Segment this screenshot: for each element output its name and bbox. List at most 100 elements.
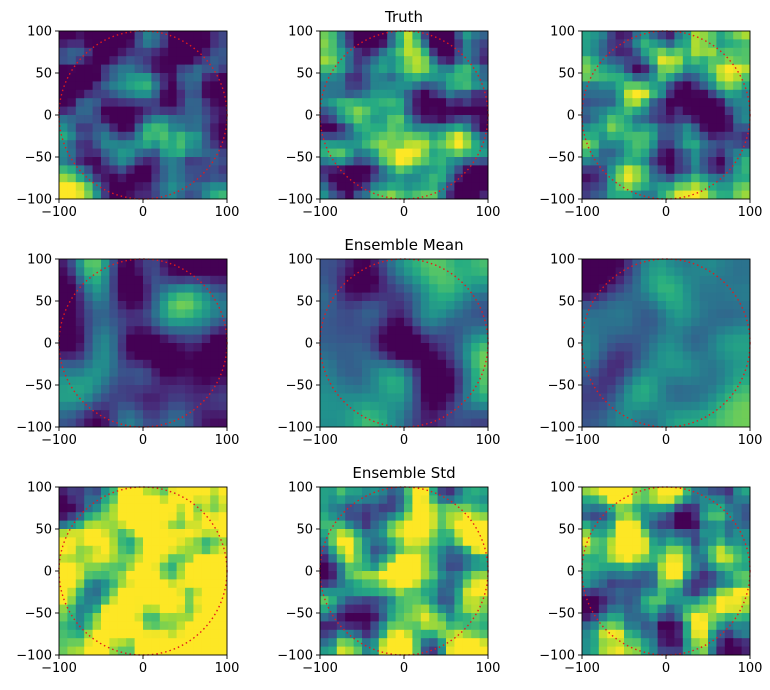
heatmap-cell xyxy=(370,275,380,285)
heatmap-cell xyxy=(624,148,633,158)
heatmap-cell xyxy=(429,190,438,200)
heatmap-cell xyxy=(126,259,135,268)
heatmap-cell xyxy=(193,629,203,639)
heatmap-cell xyxy=(109,554,119,563)
heatmap-cell xyxy=(708,182,717,191)
heatmap-cell xyxy=(75,579,85,589)
heatmap-cell xyxy=(168,292,177,302)
heatmap-cell xyxy=(395,621,405,631)
heatmap-cell xyxy=(210,64,219,74)
heatmap-cell xyxy=(151,334,161,344)
heatmap-cell xyxy=(395,562,405,572)
heatmap-cell xyxy=(691,309,700,319)
heatmap-cell xyxy=(615,292,625,302)
heatmap-cell xyxy=(412,326,422,335)
heatmap-cell xyxy=(412,646,422,656)
heatmap-cell xyxy=(193,98,203,107)
heatmap-cell xyxy=(328,512,338,521)
heatmap-cell xyxy=(117,73,127,82)
heatmap-cell xyxy=(328,98,338,107)
heatmap-cell xyxy=(708,587,717,597)
heatmap-cell xyxy=(117,275,127,285)
heatmap-cell xyxy=(590,39,600,49)
heatmap-cell xyxy=(362,571,371,580)
heatmap-cell xyxy=(716,562,726,572)
heatmap-cell xyxy=(649,47,658,57)
heatmap-cell xyxy=(420,646,430,656)
heatmap-cell xyxy=(607,173,616,183)
heatmap-cell xyxy=(67,596,77,605)
heatmap-cell xyxy=(176,629,186,639)
heatmap-cell xyxy=(126,106,135,116)
heatmap-cell xyxy=(462,495,472,505)
heatmap-cell xyxy=(345,81,354,91)
heatmap-cell xyxy=(67,343,77,352)
heatmap-cell xyxy=(733,393,742,403)
heatmap-cell xyxy=(92,259,102,268)
heatmap-cell xyxy=(151,89,161,99)
x-tick-label: 0 xyxy=(400,661,408,676)
heatmap-cell xyxy=(582,165,591,175)
heatmap-cell xyxy=(741,89,751,99)
heatmap-cell xyxy=(353,131,363,141)
heatmap-cell xyxy=(607,31,616,40)
heatmap-cell xyxy=(151,259,161,268)
y-tick-label: −50 xyxy=(286,607,313,622)
heatmap-cell xyxy=(143,343,152,352)
heatmap-cell xyxy=(412,351,422,361)
heatmap-cell xyxy=(479,309,489,319)
heatmap-cell xyxy=(429,410,438,419)
heatmap-cell xyxy=(733,646,742,656)
heatmap-cell xyxy=(682,56,692,65)
heatmap-cell xyxy=(159,47,169,57)
heatmap-cell xyxy=(582,81,591,91)
heatmap-cell xyxy=(741,545,751,555)
heatmap-cell xyxy=(151,326,161,335)
heatmap-cell xyxy=(429,520,438,530)
heatmap-cell xyxy=(649,309,658,319)
heatmap-cell xyxy=(395,529,405,538)
heatmap-cell xyxy=(582,638,591,647)
heatmap-cell xyxy=(674,275,684,285)
heatmap-cell xyxy=(210,140,219,149)
heatmap-cell xyxy=(657,47,667,57)
heatmap-cell xyxy=(378,106,388,116)
heatmap-cell xyxy=(582,89,591,99)
heatmap-cell xyxy=(607,157,616,166)
heatmap-cell xyxy=(479,326,489,335)
heatmap-cell xyxy=(84,73,93,82)
heatmap-cell xyxy=(471,359,480,369)
heatmap-cell xyxy=(84,587,93,597)
heatmap-cell xyxy=(159,646,169,656)
heatmap-cell xyxy=(624,190,633,200)
heatmap-cell xyxy=(370,359,380,369)
heatmap-cell xyxy=(143,182,152,191)
heatmap-cell xyxy=(420,56,430,65)
heatmap-cell xyxy=(657,385,667,394)
heatmap-cell xyxy=(682,131,692,141)
heatmap-cell xyxy=(708,529,717,538)
heatmap-cell xyxy=(185,418,194,428)
heatmap-cell xyxy=(320,579,329,589)
heatmap-cell xyxy=(75,613,85,622)
heatmap-cell xyxy=(345,73,354,82)
heatmap-cell xyxy=(92,587,102,597)
heatmap-cell xyxy=(143,115,152,124)
heatmap-cell xyxy=(185,503,194,513)
heatmap-cell xyxy=(733,604,742,614)
heatmap-cell xyxy=(193,31,203,40)
heatmap-cell xyxy=(328,173,338,183)
heatmap-cell xyxy=(590,182,600,191)
heatmap-cell xyxy=(345,351,354,361)
heatmap-cell xyxy=(649,537,658,547)
heatmap-cell xyxy=(134,31,144,40)
heatmap-cell xyxy=(724,562,734,572)
heatmap-cell xyxy=(437,646,447,656)
heatmap-cell xyxy=(716,334,726,344)
heatmap-cell xyxy=(674,487,684,496)
heatmap-cell xyxy=(109,410,119,419)
heatmap-cell xyxy=(420,376,430,386)
heatmap-cell xyxy=(682,587,692,597)
heatmap-cell xyxy=(345,529,354,538)
heatmap-cell xyxy=(479,562,489,572)
